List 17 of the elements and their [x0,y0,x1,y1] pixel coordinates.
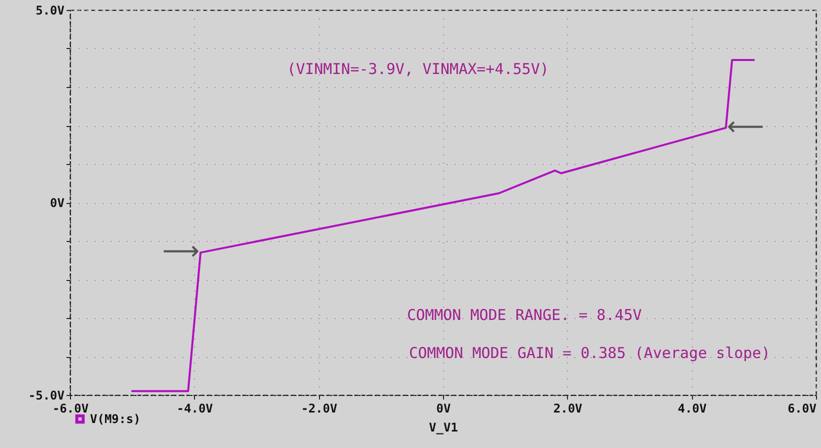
annotation: COMMON MODE RANGE. = 8.45V [407,306,642,324]
y-tick-label: 5.0V [36,4,64,18]
annotation: (VINMIN=-3.9V, VINMAX=+4.55V) [287,60,549,78]
y-tick-label: 0V [50,196,64,210]
x-tick-label: -4.0V [176,402,213,416]
x-tick-label: -6.0V [52,402,89,416]
x-tick-label: 0V [436,402,451,416]
legend-label: V(M9:s) [90,412,141,426]
x-tick-label: 6.0V [788,402,816,416]
x-tick-label: -2.0V [301,402,338,416]
y-tick-label: -5.0V [28,388,64,402]
x-tick-label: 4.0V [678,402,707,416]
x-axis-title: V_V1 [429,420,458,434]
annotation: COMMON MODE GAIN = 0.385 (Average slope) [409,344,770,362]
annotation: ⟶ [162,236,200,267]
x-tick-label: 2.0V [553,402,582,416]
annotation: ⟵ [726,112,764,142]
